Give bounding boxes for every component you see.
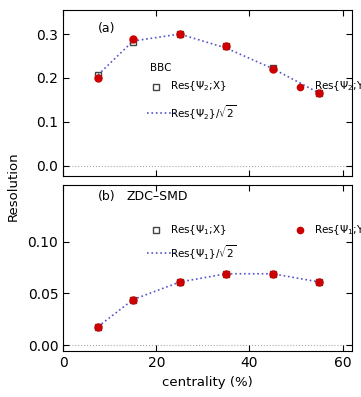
Text: BBC: BBC [150, 63, 171, 73]
Text: ZDC–SMD: ZDC–SMD [127, 190, 188, 203]
X-axis label: centrality (%): centrality (%) [162, 376, 253, 389]
Text: (b): (b) [98, 190, 116, 203]
Text: Res{$\Psi_2$}/$\sqrt{2}$: Res{$\Psi_2$}/$\sqrt{2}$ [170, 104, 236, 122]
Text: Res{$\Psi_1$}/$\sqrt{2}$: Res{$\Psi_1$}/$\sqrt{2}$ [170, 244, 236, 262]
Text: Res{$\Psi_1$;X}: Res{$\Psi_1$;X} [170, 223, 227, 237]
Text: (a): (a) [98, 21, 115, 35]
Text: Res{$\Psi_2$;X}: Res{$\Psi_2$;X} [170, 80, 227, 93]
Text: Resolution: Resolution [7, 152, 20, 222]
Text: Res{$\Psi_2$;Y}: Res{$\Psi_2$;Y} [314, 80, 361, 93]
Text: Res{$\Psi_1$;Y}: Res{$\Psi_1$;Y} [314, 223, 361, 237]
